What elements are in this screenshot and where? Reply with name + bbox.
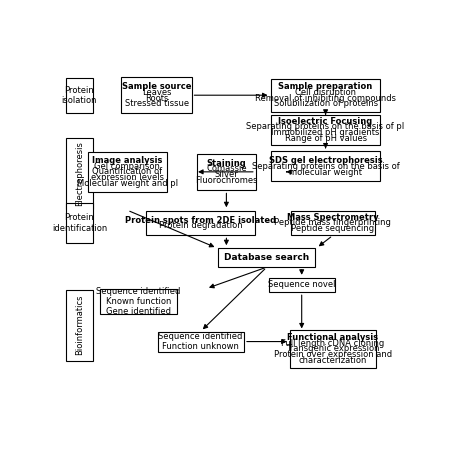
Text: Peptide sequencing: Peptide sequencing: [292, 224, 374, 233]
Text: molecular weight: molecular weight: [289, 168, 362, 177]
FancyBboxPatch shape: [121, 77, 192, 113]
Text: Separating proteins on the basis of: Separating proteins on the basis of: [252, 162, 400, 171]
FancyBboxPatch shape: [272, 115, 380, 145]
Text: Removal of inhibiting compounds: Removal of inhibiting compounds: [255, 93, 396, 102]
FancyBboxPatch shape: [66, 290, 93, 361]
FancyBboxPatch shape: [272, 79, 380, 112]
Text: Fluorochromes: Fluorochromes: [195, 176, 258, 185]
Text: SDS gel electrophoresis: SDS gel electrophoresis: [269, 156, 383, 165]
Text: Gel comparison: Gel comparison: [94, 162, 160, 171]
Text: Silver: Silver: [215, 170, 238, 179]
Text: Full length cDNA cloning: Full length cDNA cloning: [281, 338, 384, 347]
Text: Staining: Staining: [207, 159, 246, 168]
FancyBboxPatch shape: [197, 154, 256, 190]
Text: Molecular weight and pI: Molecular weight and pI: [77, 179, 178, 188]
Text: Leaves: Leaves: [142, 88, 171, 97]
Text: Sequence identified
Known function
Gene identified: Sequence identified Known function Gene …: [96, 286, 181, 316]
FancyBboxPatch shape: [269, 278, 335, 292]
FancyBboxPatch shape: [146, 210, 255, 236]
FancyBboxPatch shape: [272, 151, 380, 182]
Text: Protein
identification: Protein identification: [52, 213, 107, 233]
Text: Protein
isolation: Protein isolation: [62, 85, 97, 105]
Text: Solubilization of proteins: Solubilization of proteins: [273, 100, 378, 109]
Text: Protein spots from 2DE isolated: Protein spots from 2DE isolated: [125, 216, 276, 225]
FancyBboxPatch shape: [100, 289, 177, 314]
FancyBboxPatch shape: [66, 203, 93, 243]
Text: Quantification of: Quantification of: [92, 167, 162, 176]
FancyBboxPatch shape: [66, 78, 93, 112]
Text: Separating proteins on the basis of pI: Separating proteins on the basis of pI: [246, 122, 405, 131]
Text: Immobilized pH gradients: Immobilized pH gradients: [272, 128, 380, 137]
Text: Sample preparation: Sample preparation: [278, 82, 373, 91]
Text: Cell disruption: Cell disruption: [295, 88, 356, 97]
Text: characterization: characterization: [299, 356, 367, 365]
Text: Stressed tissue: Stressed tissue: [125, 100, 189, 109]
Text: Transgenic expression: Transgenic expression: [286, 345, 380, 353]
FancyBboxPatch shape: [157, 331, 244, 352]
Text: Peptide mass fingerprinting: Peptide mass fingerprinting: [274, 219, 392, 228]
Text: Functional analysis: Functional analysis: [287, 333, 378, 342]
Text: Protein degradation: Protein degradation: [159, 221, 243, 230]
Text: Electrophoresis: Electrophoresis: [75, 141, 84, 206]
Text: Sequence novel: Sequence novel: [268, 281, 336, 290]
Text: Bioinformatics: Bioinformatics: [75, 295, 84, 356]
Text: Comassie: Comassie: [206, 164, 246, 173]
FancyBboxPatch shape: [290, 330, 376, 368]
Text: Isoelectric Focusing: Isoelectric Focusing: [278, 117, 373, 126]
Text: Mass Spectrometry: Mass Spectrometry: [287, 213, 379, 222]
Text: Sequence identified
Function unknown: Sequence identified Function unknown: [158, 332, 243, 351]
Text: Sample source: Sample source: [122, 82, 191, 91]
Text: Database search: Database search: [224, 253, 310, 262]
FancyBboxPatch shape: [291, 210, 375, 236]
Text: expression levels: expression levels: [91, 173, 164, 182]
FancyBboxPatch shape: [66, 138, 93, 209]
FancyBboxPatch shape: [218, 248, 316, 267]
Text: Protein over expression and: Protein over expression and: [274, 350, 392, 359]
Text: Image analysis: Image analysis: [92, 156, 163, 165]
Text: Roots: Roots: [145, 93, 168, 102]
FancyBboxPatch shape: [88, 152, 167, 191]
Text: Range of pH values: Range of pH values: [284, 134, 367, 143]
